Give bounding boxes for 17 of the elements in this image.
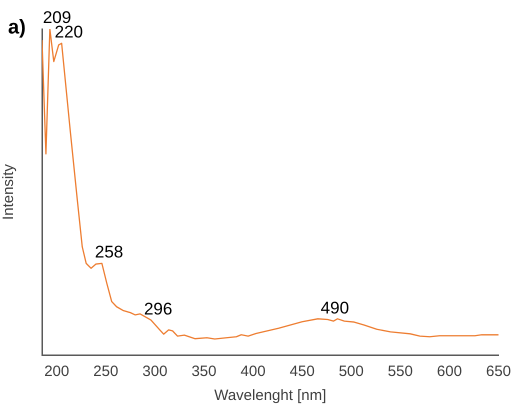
x-tick-label: 200 <box>44 363 70 380</box>
x-tick-label: 500 <box>338 363 364 380</box>
y-axis-title: Intensity <box>0 164 18 220</box>
x-tick-label: 450 <box>290 363 315 380</box>
annotation: 490 <box>320 298 350 318</box>
annotation: 296 <box>144 299 172 318</box>
x-tick-label: 600 <box>436 363 462 380</box>
text: a) <box>8 16 26 39</box>
x-tick-label: 650 <box>486 363 511 380</box>
x-axis-title: Wavelenght [nm] <box>214 387 326 404</box>
annotation: 220 <box>54 22 84 42</box>
x-tick-label: 250 <box>93 363 118 380</box>
annotation: 258 <box>94 242 124 262</box>
x-tick-label: 350 <box>191 363 216 380</box>
x-tick-label: 550 <box>388 363 413 380</box>
x-tick-label: 300 <box>142 363 168 380</box>
x-tick-label: 400 <box>240 363 266 380</box>
